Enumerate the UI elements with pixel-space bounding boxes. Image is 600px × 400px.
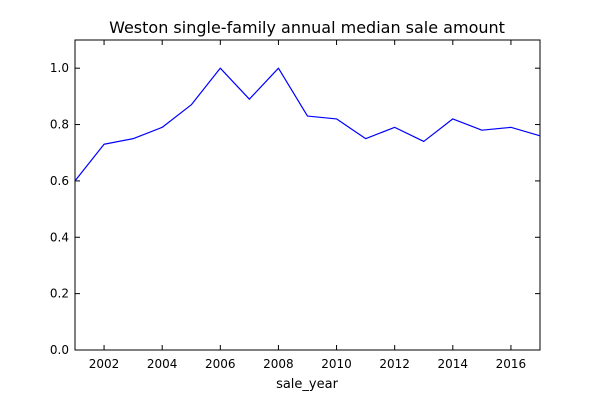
y-axis: 0.0 0.2 0.4 0.6 0.8 1.0: [50, 61, 540, 357]
y-tick-label: 0.0: [50, 343, 69, 357]
y-tick-label: 1.0: [50, 61, 69, 75]
x-tick-label: 2006: [205, 357, 236, 371]
x-tick-label: 2010: [321, 357, 352, 371]
x-tick-label: 2012: [379, 357, 410, 371]
chart-title: Weston single-family annual median sale …: [109, 18, 505, 37]
x-tick-label: 2014: [438, 357, 469, 371]
series-group: [74, 67, 541, 182]
y-tick-label: 0.8: [50, 118, 69, 132]
plot-frame: [74, 39, 541, 351]
y-tick-label: 0.4: [50, 230, 69, 244]
x-axis-label: sale_year: [276, 377, 339, 392]
plot-area: [74, 39, 541, 351]
x-tick-label: 2004: [147, 357, 178, 371]
x-tick-label: 2016: [496, 357, 527, 371]
x-tick-label: 2002: [89, 357, 120, 371]
series-line: [74, 67, 541, 182]
y-tick-label: 0.6: [50, 174, 69, 188]
y-tick-label: 0.2: [50, 287, 69, 301]
x-axis: 2002 2004 2006 2008 2010 2012 2014 2016: [89, 40, 526, 371]
x-tick-label: 2008: [263, 357, 294, 371]
